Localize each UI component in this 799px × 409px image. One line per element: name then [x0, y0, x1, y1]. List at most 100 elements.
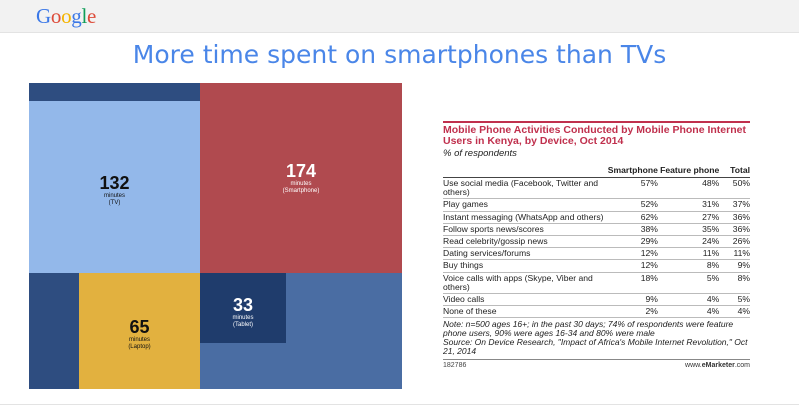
col-activity	[443, 163, 606, 178]
row-smartphone: 29%	[605, 235, 658, 249]
tile-laptop-value: 65	[129, 317, 150, 337]
table-row: Use social media (Facebook, Twitter and …	[443, 177, 750, 200]
tile-tv-value: 132	[99, 173, 130, 193]
row-activity: Read celebrity/gossip news	[443, 235, 606, 249]
table-note-text: Note: n=500 ages 16+; in the past 30 day…	[443, 319, 734, 339]
row-total: 36%	[719, 223, 750, 237]
slide-title: More time spent on smartphones than TVs	[132, 40, 667, 69]
row-total: 50%	[719, 177, 750, 200]
tile-laptop-label: (Laptop)	[128, 344, 151, 350]
col-total: Total	[719, 163, 750, 178]
row-feature: 24%	[657, 235, 720, 249]
table-subtitle: % of respondents	[443, 148, 517, 159]
tile-tablet-unit: minutes	[232, 315, 254, 321]
tile-tablet: 33 minutes (Tablet)	[200, 273, 286, 343]
table-header-row: Smartphone Feature phone Total	[443, 163, 750, 178]
table-top-rule	[443, 121, 750, 123]
table-row: Instant messaging (WhatsApp and others) 6…	[443, 211, 750, 224]
emarketer-table: Mobile Phone Activities Conducted by Mob…	[443, 121, 750, 369]
table-row: Video calls 9% 4% 5%	[443, 293, 750, 307]
table-row: Read celebrity/gossip news 29% 24% 26%	[443, 235, 750, 249]
tile-tv-label: (TV)	[108, 200, 121, 206]
treemap-pane-right	[286, 273, 402, 389]
tile-tv: 132 minutes (TV)	[29, 101, 200, 273]
top-bar: Google	[0, 0, 799, 33]
row-feature: 4%	[657, 305, 720, 319]
row-total: 11%	[719, 247, 750, 261]
table-note: Note: n=500 ages 16+; in the past 30 day…	[443, 320, 750, 356]
row-total: 5%	[719, 293, 750, 307]
row-total: 4%	[719, 305, 750, 319]
logo-letter-g: G	[36, 4, 51, 28]
row-feature: 35%	[657, 223, 720, 237]
row-smartphone: 52%	[605, 198, 658, 212]
table-row: None of these 2% 4% 4%	[443, 305, 750, 319]
table-id: 182786	[443, 362, 467, 370]
tile-smartphone-label: (Smartphone)	[282, 188, 320, 194]
treemap-chart: 132 minutes (TV) 174 minutes (Smartphone…	[29, 83, 402, 389]
row-activity: Dating services/forums	[443, 247, 606, 261]
row-activity: Instant messaging (WhatsApp and others)	[443, 211, 606, 224]
tile-laptop-unit: minutes	[128, 337, 150, 343]
tile-smartphone-unit: minutes	[290, 181, 312, 187]
table-row: Buy things 12% 8% 9%	[443, 259, 750, 273]
row-feature: 27%	[657, 211, 720, 224]
table-row: Follow sports news/scores 38% 35% 36%	[443, 223, 750, 237]
row-activity: None of these	[443, 305, 606, 319]
row-smartphone: 12%	[605, 259, 658, 273]
tile-smartphone-value: 174	[285, 161, 317, 181]
treemap-pane-bottom	[200, 343, 286, 389]
tile-tablet-label: (Tablet)	[232, 322, 253, 328]
row-feature: 11%	[657, 247, 720, 261]
row-smartphone: 12%	[605, 247, 658, 261]
logo-letter-o1: o	[50, 4, 62, 28]
row-activity: Voice calls with apps (Skype, Viber and …	[443, 272, 606, 295]
activity-table: Smartphone Feature phone Total Use socia…	[443, 163, 750, 319]
tile-tv-unit: minutes	[103, 193, 125, 199]
row-feature: 5%	[657, 272, 720, 295]
google-logo: Google	[36, 4, 96, 29]
row-feature: 31%	[657, 198, 720, 212]
row-activity: Play games	[443, 198, 606, 212]
tile-laptop: 65 minutes (Laptop)	[79, 273, 200, 389]
row-smartphone: 38%	[605, 223, 658, 237]
table-footer: 182786 www.eMarketer.com	[443, 359, 750, 369]
logo-letter-g2: g	[71, 4, 82, 28]
logo-letter-o2: o	[61, 4, 72, 28]
table-row: Dating services/forums 12% 11% 11%	[443, 247, 750, 261]
row-total: 36%	[719, 211, 750, 224]
col-feature-phone: Feature phone	[657, 163, 720, 178]
row-smartphone: 18%	[605, 272, 658, 295]
row-activity: Use social media (Facebook, Twitter and …	[443, 177, 606, 200]
treemap-left-strip	[29, 273, 79, 389]
row-smartphone: 9%	[605, 293, 658, 307]
brand-name: eMarketer	[701, 362, 735, 370]
table-source: Source: On Device Research, "Impact of A…	[443, 337, 748, 357]
row-activity: Follow sports news/scores	[443, 223, 606, 237]
table-title: Mobile Phone Activities Conducted by Mob…	[443, 124, 746, 147]
brand-suffix: .com	[734, 362, 750, 370]
row-total: 9%	[719, 259, 750, 273]
row-feature: 48%	[657, 177, 720, 200]
logo-letter-e: e	[87, 4, 97, 28]
treemap-top-band	[29, 83, 200, 101]
tile-tablet-value: 33	[232, 295, 254, 315]
row-feature: 8%	[657, 259, 720, 273]
tile-smartphone: 174 minutes (Smartphone)	[200, 83, 402, 273]
row-feature: 4%	[657, 293, 720, 307]
col-smartphone: Smartphone	[605, 163, 658, 178]
table-row: Voice calls with apps (Skype, Viber and …	[443, 272, 750, 295]
brand-prefix: www.	[685, 362, 702, 370]
bottom-rule	[0, 404, 799, 405]
row-total: 26%	[719, 235, 750, 249]
row-smartphone: 57%	[605, 177, 658, 200]
table-row: Play games 52% 31% 37%	[443, 198, 750, 212]
row-total: 37%	[719, 198, 750, 212]
row-total: 8%	[719, 272, 750, 295]
logo-letter-l: l	[81, 4, 88, 28]
row-activity: Buy things	[443, 259, 606, 273]
row-smartphone: 62%	[605, 211, 658, 224]
row-activity: Video calls	[443, 293, 606, 307]
emarketer-brand: www.eMarketer.com	[685, 362, 750, 369]
row-smartphone: 2%	[605, 305, 658, 319]
